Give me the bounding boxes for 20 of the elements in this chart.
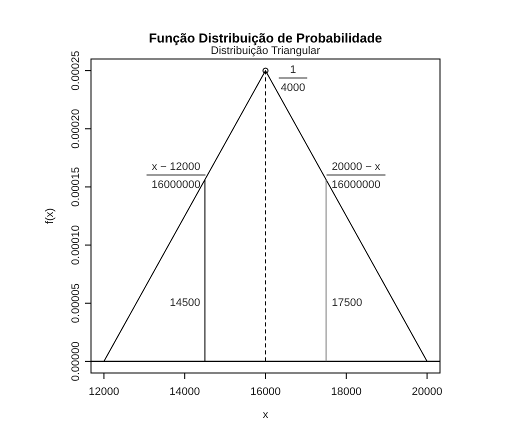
annotation: 17500 (332, 297, 362, 309)
x-tick-label: 14000 (169, 386, 200, 398)
x-axis-title: x (262, 409, 269, 421)
y-tick-label: 0.00020 (70, 108, 82, 149)
y-tick-label: 0.00015 (70, 167, 82, 207)
x-tick-label: 16000 (250, 386, 281, 398)
y-tick-label: 0.00000 (70, 341, 82, 382)
y-axis-title: f(x) (44, 208, 56, 224)
annotation: x − 12000 16000000 (152, 161, 200, 191)
annotation: 20000 − x 16000000 (332, 161, 381, 191)
annotation: 1 4000 (280, 64, 306, 94)
y-tick-label: 0.00010 (70, 225, 82, 265)
x-tick-label: 12000 (88, 386, 120, 398)
x-tick-label: 20000 (412, 386, 442, 398)
annotation: 14500 (170, 297, 200, 309)
y-tick-label: 0.00005 (70, 283, 82, 324)
x-tick-label: 18000 (330, 386, 362, 398)
chart-subtitle: Distribuição Triangular (210, 45, 321, 57)
chart-title: Função Distribuição de Probabilidade (148, 30, 382, 46)
y-tick-label: 0.00025 (70, 50, 82, 91)
